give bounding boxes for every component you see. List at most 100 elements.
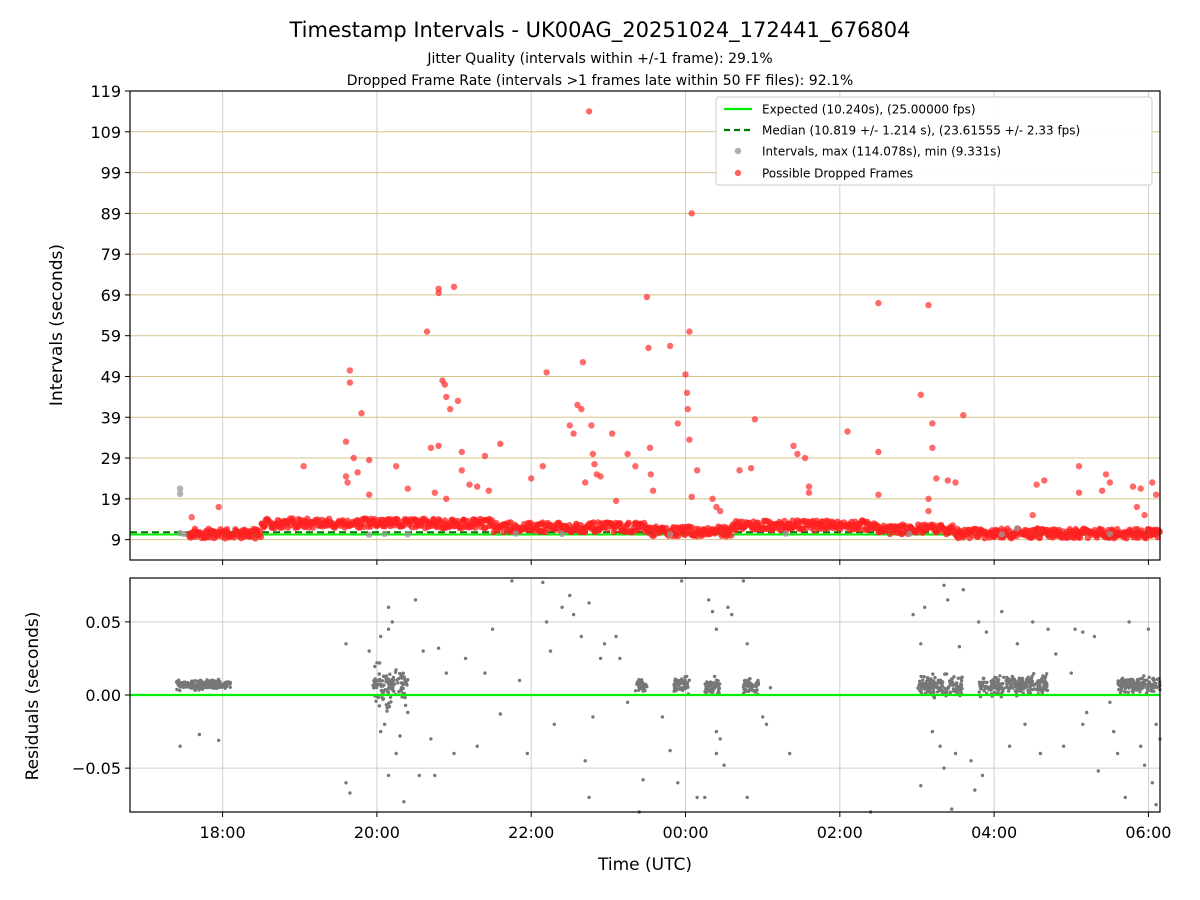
residual-marker [618,656,622,661]
residual-marker [403,703,408,708]
residual-marker [1020,679,1025,683]
residual-marker [1030,674,1034,678]
residual-marker [404,681,408,685]
dropped-frame-marker [431,489,438,496]
residual-marker [388,695,393,699]
residual-marker [386,690,391,695]
dropped-frame-marker [647,471,654,478]
residual-marker [995,677,999,681]
residual-marker [403,678,407,682]
residual-marker [992,690,997,694]
residual-marker [705,680,709,684]
residual-marker [1042,687,1046,691]
residual-marker [433,773,437,778]
residual-marker [452,751,456,756]
dropped-frame-marker [649,487,657,494]
residual-marker [992,686,996,690]
residual-marker [387,701,391,705]
dropped-frame-marker [344,479,351,486]
residual-marker [374,699,378,703]
dropped-frame-marker [929,444,936,451]
residual-marker [587,795,591,800]
residual-marker [1028,678,1032,682]
residual-marker [672,684,676,688]
dropped-frame-marker [747,465,755,472]
residual-marker [1154,803,1158,807]
dropped-frame-marker [458,467,465,474]
residual-marker [1137,681,1141,685]
dropped-frame-marker [485,487,492,494]
residual-marker [192,679,196,683]
legend-intervals-swatch [734,147,742,155]
intervals-axes-frame [129,90,1161,561]
dropped-frame-marker [435,289,442,297]
residuals-axes: −0.05 0.00 0.05 18:00 20:00 22:00 00:00 02:00 0… [23,577,1171,875]
residual-marker [985,680,989,685]
dropped-frame-marker [300,463,307,470]
dropped-frame-marker [566,422,573,429]
dropped-frame-marker [543,369,550,376]
residual-marker [1126,690,1131,694]
residual-marker [614,634,618,639]
residual-marker [680,677,684,681]
residual-marker [402,800,406,804]
residual-marker [935,681,940,685]
residual-marker [716,679,720,683]
residual-marker [668,748,672,753]
dropped-frame-marker [589,450,597,458]
residual-marker [931,690,936,695]
residual-marker [1119,678,1124,682]
residual-marker [714,729,719,734]
residual-marker [639,678,644,682]
residual-marker [201,687,205,691]
dropped-frame-marker [579,359,587,366]
dropped-frame-marker [427,444,435,451]
dropped-frame-marker [674,420,681,427]
residual-marker [394,751,398,756]
residual-marker [959,679,964,683]
residual-marker [941,680,945,685]
residual-marker [660,715,665,719]
residual-marker [957,686,962,690]
residual-marker [704,687,708,691]
residual-marker [923,686,927,690]
residual-marker [176,682,180,686]
residual-marker [676,781,680,785]
intervals-x-ticks [222,560,1149,565]
residual-marker [399,674,403,678]
residual-marker [1135,686,1140,690]
residual-marker [180,683,184,687]
residual-marker [943,686,947,690]
x-axis-label: Time (UTC) [597,855,692,875]
residual-marker [1150,781,1155,785]
residual-marker [1069,671,1074,675]
residual-marker [998,682,1003,686]
residual-marker [1146,627,1151,631]
intervals-points [176,108,1160,538]
x-tick-label: 18:00 [200,823,246,842]
residual-marker [977,620,981,624]
residual-marker [374,685,379,690]
residual-marker [1108,700,1112,704]
residual-marker [743,682,747,686]
dropped-frame-marker [1033,481,1040,488]
residual-marker [1142,763,1147,767]
residual-marker [922,675,926,679]
residuals-x-ticks: 18:00 20:00 22:00 00:00 02:00 04:00 06:00 [200,812,1171,842]
residual-marker [978,684,982,688]
dropped-frame-marker [805,489,813,496]
residuals-ytick-label: 0.05 [85,613,121,632]
residual-marker [956,676,960,680]
residual-marker [197,732,202,737]
residual-marker [951,683,955,687]
residual-marker [199,682,203,686]
dropped-frame-marker [686,328,693,335]
residual-marker [544,620,549,624]
residual-marker [222,683,226,687]
residual-marker [1132,683,1136,687]
dropped-frame-marker [528,475,535,482]
residual-marker [726,605,730,609]
dropped-frame-marker [917,391,924,398]
residual-marker [1131,690,1135,694]
dropped-frame-marker [342,473,350,480]
